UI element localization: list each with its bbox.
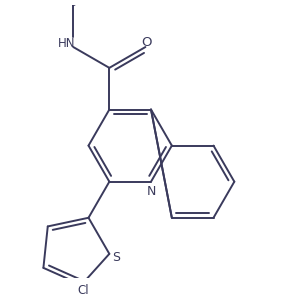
Text: S: S	[113, 250, 121, 263]
Text: O: O	[141, 36, 151, 49]
Text: Cl: Cl	[78, 284, 89, 294]
Text: HN: HN	[58, 37, 76, 50]
Text: N: N	[147, 185, 156, 198]
